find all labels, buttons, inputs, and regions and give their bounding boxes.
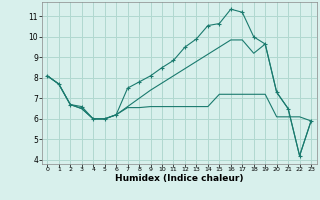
X-axis label: Humidex (Indice chaleur): Humidex (Indice chaleur)	[115, 174, 244, 183]
